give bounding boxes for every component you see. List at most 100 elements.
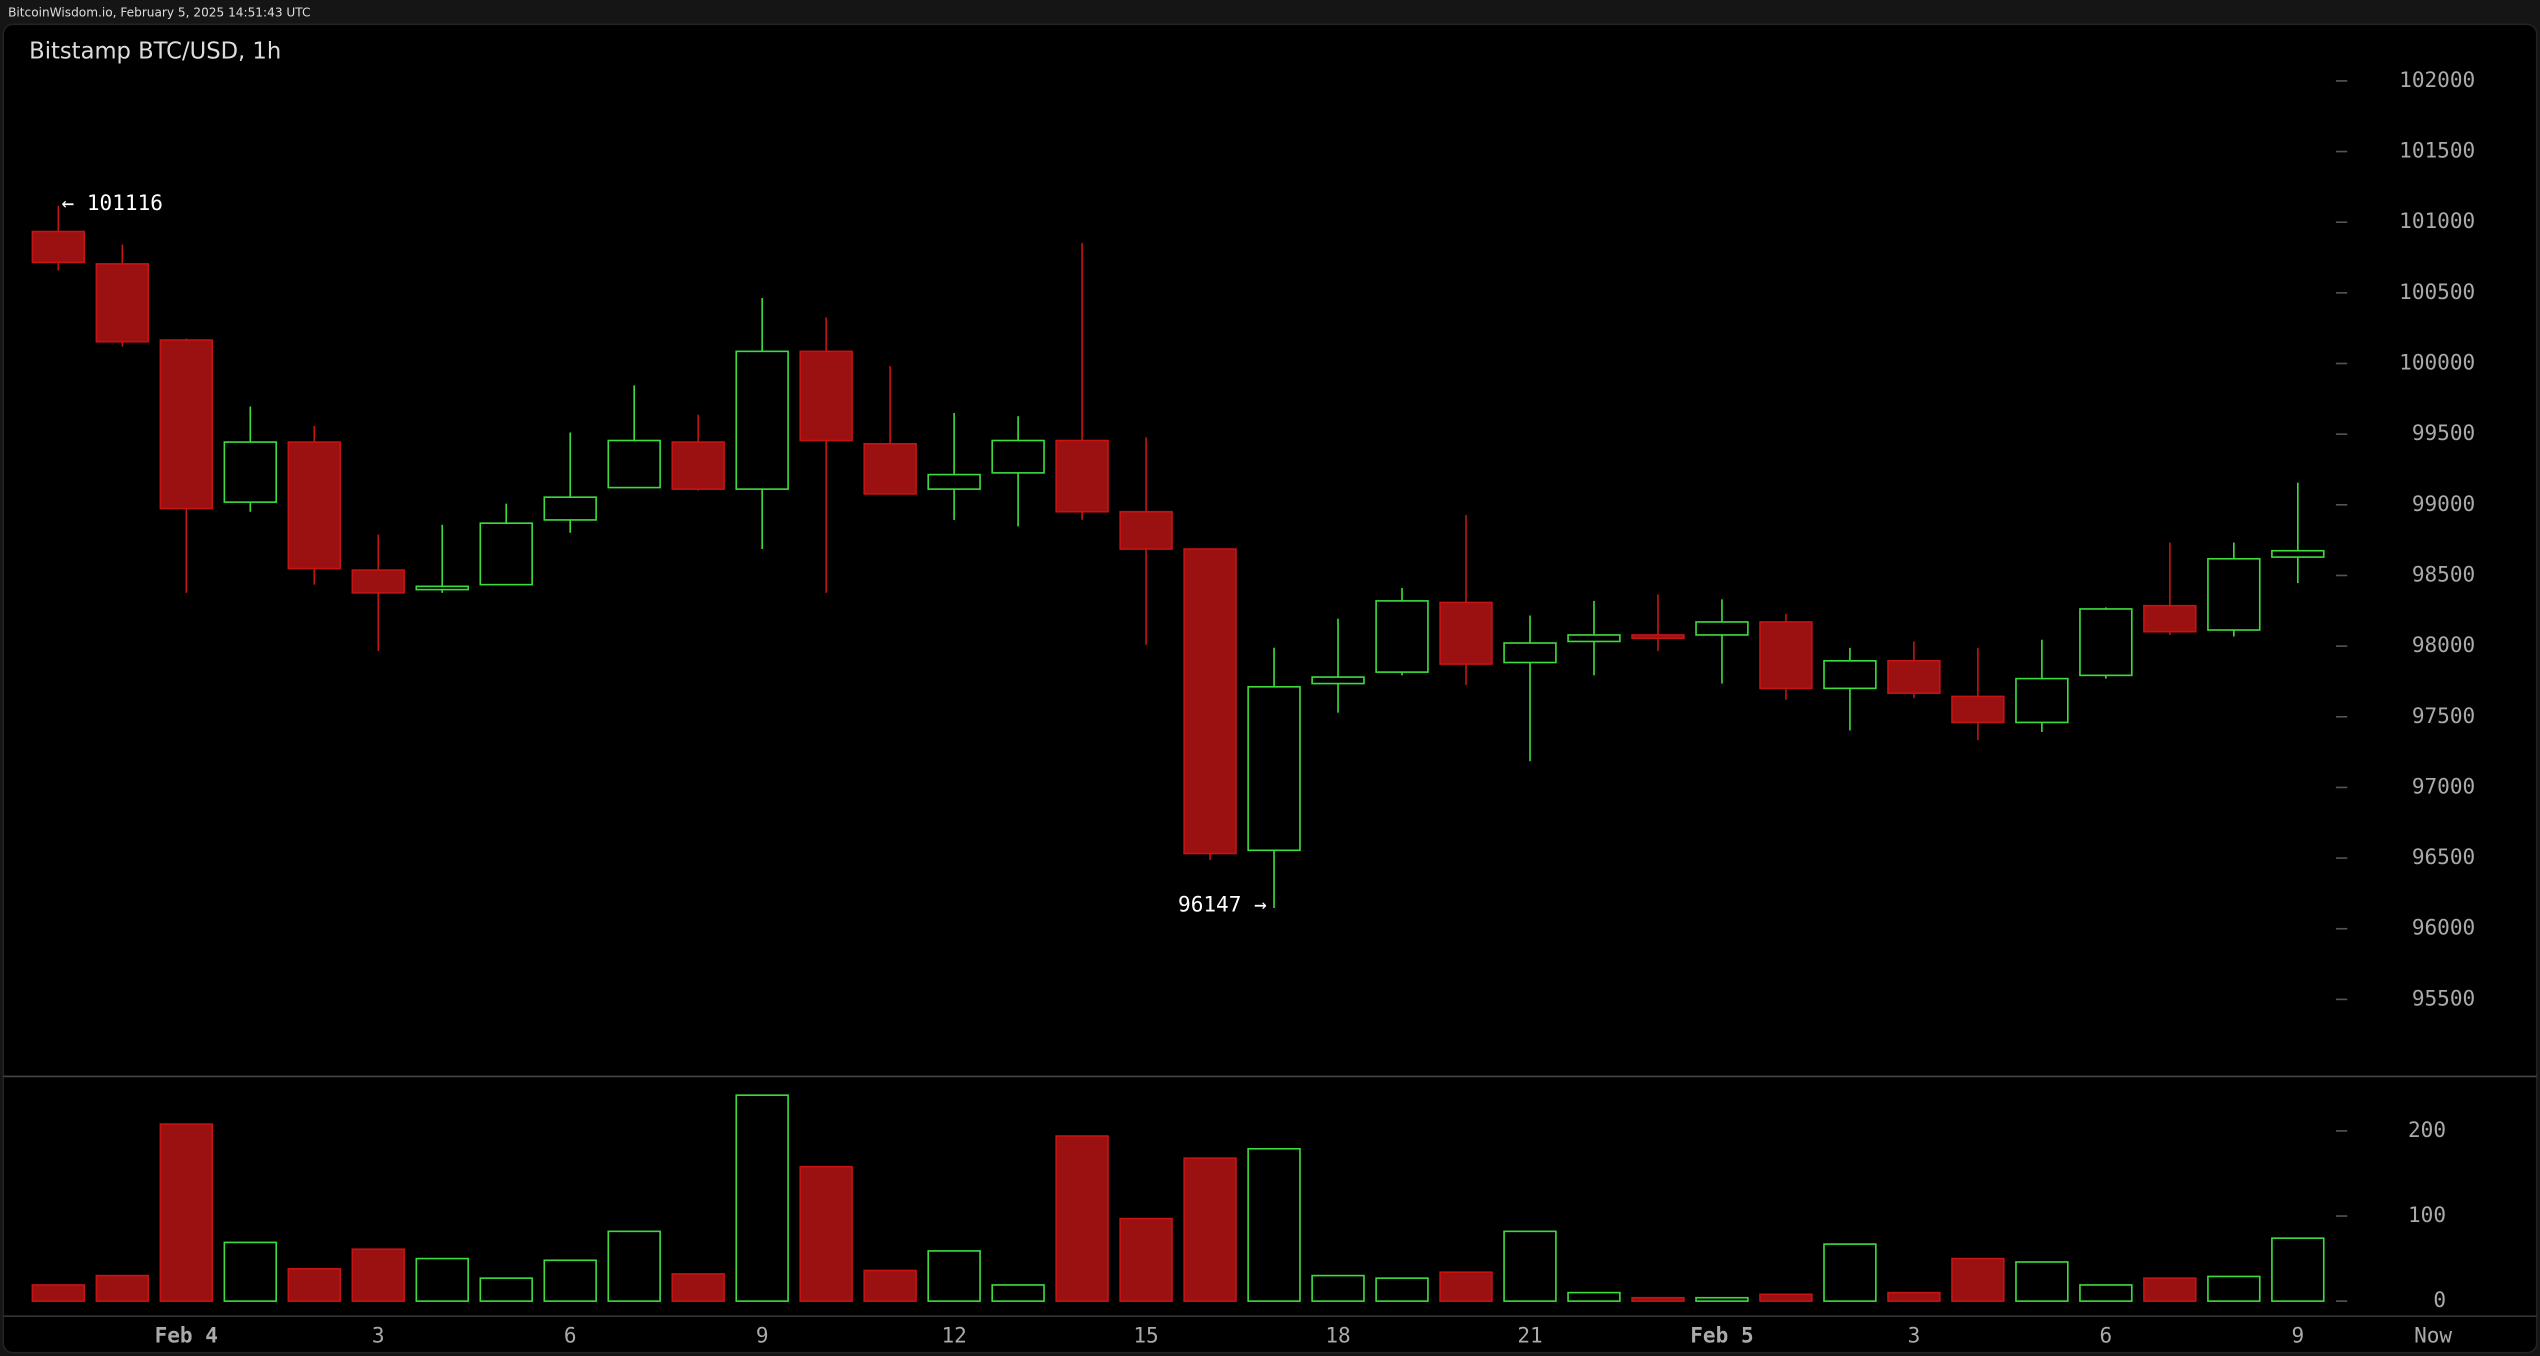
candle-body — [607, 439, 661, 489]
y-tick-label: 101500 — [2399, 138, 2475, 163]
candle-body — [1311, 676, 1365, 685]
y-tick-label: 95500 — [2412, 985, 2475, 1010]
volume-y-tick-label: 0 — [2433, 1287, 2446, 1312]
candle-body — [351, 569, 405, 594]
volume-bar — [1055, 1135, 1109, 1302]
volume-bar — [1311, 1274, 1365, 1302]
volume-bar — [1247, 1147, 1301, 1302]
y-tick-label: 100500 — [2399, 279, 2475, 304]
volume-bar — [1887, 1291, 1941, 1302]
volume-bar — [1439, 1271, 1493, 1302]
candle-body — [799, 350, 853, 442]
volume-bar — [31, 1284, 86, 1302]
volume-bar — [2143, 1277, 2197, 1302]
volume-bar — [415, 1257, 469, 1302]
x-tick-label: 9 — [2291, 1322, 2304, 1347]
volume-bar — [1823, 1243, 1877, 1302]
x-tick-label: 3 — [1908, 1322, 1921, 1347]
volume-bar — [2207, 1275, 2261, 1302]
candle-body — [1055, 439, 1109, 513]
volume-bar — [735, 1094, 789, 1302]
x-tick-label: 6 — [564, 1322, 577, 1347]
volume-bar — [287, 1267, 341, 1302]
y-tick-label: 100000 — [2399, 350, 2475, 375]
x-tick-label: 3 — [372, 1322, 385, 1347]
x-tick-label: Feb 5 — [1690, 1322, 1753, 1347]
y-tick-label: 99000 — [2412, 491, 2475, 516]
low-annotation: 96147 → — [1178, 892, 1267, 917]
x-tick-label: 6 — [2100, 1322, 2113, 1347]
volume-bar — [351, 1248, 405, 1302]
volume-bar — [863, 1269, 917, 1302]
volume-bar — [1183, 1157, 1237, 1302]
volume-bar — [95, 1274, 150, 1302]
candle-body — [2271, 549, 2325, 558]
candle-body — [1567, 634, 1621, 643]
chart-title: Bitstamp BTC/USD, 1h — [29, 38, 281, 64]
candle-body — [2207, 557, 2261, 631]
candle-body — [1375, 600, 1429, 673]
x-tick-label: 9 — [756, 1322, 769, 1347]
candle-body — [287, 441, 341, 570]
y-tick-label: 97000 — [2412, 773, 2475, 798]
volume-y-tick-label: 100 — [2408, 1202, 2446, 1227]
candle-body — [1183, 548, 1237, 855]
candle-body — [95, 263, 150, 343]
x-tick-label: 18 — [1325, 1322, 1350, 1347]
candle-body — [31, 230, 86, 264]
candle-body — [1631, 634, 1685, 640]
candle-body — [2143, 604, 2197, 633]
x-tick-label: 12 — [941, 1322, 966, 1347]
candle-body — [1759, 621, 1813, 690]
x-tick-label: Feb 4 — [155, 1322, 218, 1347]
y-tick-label: 96000 — [2412, 915, 2475, 940]
y-tick-label: 98000 — [2412, 632, 2475, 657]
x-tick-label: 15 — [1133, 1322, 1158, 1347]
high-annotation: ← 101116 — [62, 190, 163, 215]
candle-body — [159, 339, 214, 510]
y-tick-label: 99500 — [2412, 420, 2475, 445]
candle-body — [223, 441, 278, 503]
volume-bar — [607, 1230, 661, 1302]
volume-bar — [223, 1241, 278, 1302]
candle-body — [1823, 660, 1877, 690]
candle-body — [479, 522, 533, 586]
volume-bar — [1503, 1230, 1557, 1302]
volume-bar — [1375, 1277, 1429, 1302]
volume-bar — [671, 1273, 725, 1302]
volume-bar — [991, 1284, 1045, 1302]
y-tick-label: 102000 — [2399, 67, 2475, 92]
volume-bar — [1631, 1296, 1685, 1302]
x-end-label: Now — [2414, 1322, 2452, 1347]
candle-body — [2015, 677, 2069, 724]
candle-body — [1247, 686, 1301, 852]
candle-body — [1119, 510, 1173, 550]
volume-bar — [799, 1165, 853, 1302]
candle-body — [1951, 695, 2005, 724]
candle-body — [863, 442, 917, 495]
candle-body — [415, 585, 469, 591]
volume-bar — [1759, 1293, 1813, 1302]
candle-body — [1439, 601, 1493, 665]
volume-bar — [2079, 1284, 2133, 1302]
candle-body — [991, 439, 1045, 474]
candle-body — [543, 496, 597, 521]
volume-bar — [1567, 1291, 1621, 1302]
candle-body — [1695, 621, 1749, 636]
y-tick-label: 96500 — [2412, 844, 2475, 869]
candle-body — [1887, 660, 1941, 694]
candle-body — [1503, 642, 1557, 664]
volume-bar — [2015, 1261, 2069, 1302]
volume-y-tick-label: 200 — [2408, 1117, 2446, 1142]
volume-bar — [2271, 1237, 2325, 1302]
candle-body — [735, 350, 789, 490]
volume-bar — [927, 1250, 981, 1302]
volume-bar — [1119, 1217, 1173, 1302]
y-tick-label: 97500 — [2412, 703, 2475, 728]
volume-bar — [1951, 1257, 2005, 1302]
volume-bar — [159, 1123, 214, 1302]
candle-body — [927, 473, 981, 490]
volume-bar — [479, 1277, 533, 1302]
